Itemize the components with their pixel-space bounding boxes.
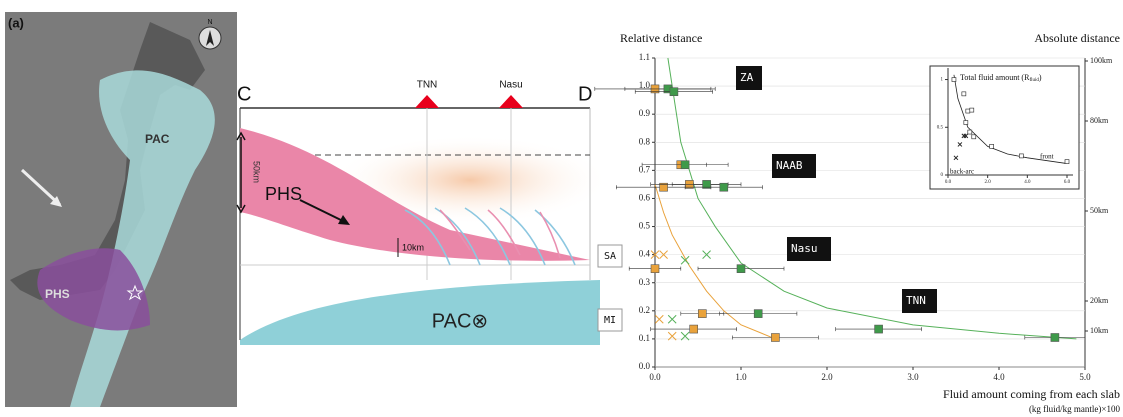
y2-tick-label: 80km	[1090, 116, 1109, 125]
annotation: front	[1040, 153, 1054, 161]
nasu-volcano	[499, 95, 523, 108]
x-tick-label: 5.0	[1079, 372, 1091, 382]
point	[972, 135, 976, 139]
y2-tick-label: 100km	[1090, 56, 1113, 65]
section-end: D	[578, 83, 592, 105]
point	[771, 334, 779, 342]
pac-slab	[240, 280, 600, 345]
figure: (a) N PAC PHS	[0, 0, 1123, 417]
x-tick-label: 2.0	[821, 372, 833, 382]
side-label: SA	[604, 251, 616, 262]
point	[990, 144, 994, 148]
slab-label: PHS	[265, 184, 302, 204]
annotation: NAAB	[776, 159, 803, 172]
section-start: C	[237, 83, 251, 105]
map-panel: (a) N PAC PHS	[5, 12, 237, 407]
y-tick-label: 0.4	[639, 249, 651, 259]
x-axis-unit: (kg fluid/kg mantle)×100	[1029, 404, 1121, 414]
y-tick-label: 0.5	[937, 125, 944, 130]
point	[970, 108, 974, 112]
annotation: TNN	[906, 294, 926, 307]
x-axis-title: Fluid amount coming from each slab	[943, 387, 1120, 401]
x-tick-label: 6.0	[1064, 180, 1071, 185]
point	[754, 310, 762, 318]
y-tick-label: 0.2	[639, 305, 650, 315]
page: { "map": {"label": "(a)", "north": "N", …	[0, 0, 1123, 417]
point	[720, 183, 728, 191]
point	[1051, 334, 1059, 342]
cross-section: C D TNN Nasu 50km PHS 10km PAC⊗	[237, 80, 610, 345]
y-tick-label: 0.0	[639, 361, 651, 371]
annotation: ZA	[740, 71, 754, 84]
depth-label: 50km	[252, 161, 262, 183]
inset-title-sub: fluid	[1029, 78, 1039, 83]
point	[698, 310, 706, 318]
x-tick-label: 3.0	[907, 372, 919, 382]
y-axis-title: Relative distance	[620, 31, 702, 45]
north-label: N	[207, 19, 212, 26]
inset-title-text: Total fluid amount (R	[960, 73, 1030, 82]
station-label: TNN	[417, 80, 438, 91]
point	[651, 265, 659, 273]
y-tick-label: 0.6	[639, 193, 651, 203]
y2-tick-label: 20km	[1090, 296, 1109, 305]
point	[690, 325, 698, 333]
point	[964, 121, 968, 125]
point	[962, 92, 966, 96]
point	[1019, 154, 1023, 158]
point	[670, 88, 678, 96]
point	[1065, 160, 1069, 164]
point	[966, 109, 970, 113]
point	[968, 130, 972, 134]
station-label: Nasu	[499, 80, 522, 91]
inset-title-end: )	[1039, 73, 1042, 82]
pac-label: PAC⊗	[432, 310, 488, 332]
pac-label: PAC	[145, 132, 170, 146]
point	[875, 325, 883, 333]
y-tick-label: 0.7	[639, 164, 651, 174]
y2-tick-label: 10km	[1090, 326, 1109, 335]
y2-axis-title: Absolute distance	[1034, 31, 1120, 45]
x-tick-label: 4.0	[993, 372, 1005, 382]
thickness-label: 10km	[402, 242, 424, 252]
annotation: Nasu	[791, 242, 818, 255]
y-tick-label: 0.3	[639, 277, 651, 287]
annotation: back-arc	[950, 168, 974, 176]
x-tick-label: 0.0	[649, 372, 661, 382]
x-tick-label: 2.0	[985, 180, 992, 185]
panel-label: (a)	[8, 15, 24, 30]
point	[668, 315, 676, 323]
y-tick-label: 1.1	[639, 52, 650, 62]
y2-tick-label: 50km	[1090, 206, 1109, 215]
point	[655, 315, 663, 323]
point	[952, 78, 956, 82]
y-tick-label: 0.1	[639, 333, 650, 343]
y-tick-label: 0.8	[639, 136, 651, 146]
x-tick-label: 0.0	[945, 180, 952, 185]
y-tick-label: 0.9	[639, 108, 651, 118]
y-tick-label: 0.5	[639, 221, 651, 231]
x-tick-label: 4.0	[1024, 180, 1031, 185]
point	[681, 161, 689, 169]
side-label: MI	[604, 315, 616, 326]
tnn-volcano	[415, 95, 439, 108]
phs-label: PHS	[45, 287, 70, 301]
chart-panel: 0.0 0.1 0.2 0.3 0.4 0.5 0.6 0.7 0.8 0.9 1.0 1.1 0.0 1…	[595, 31, 1121, 414]
x-tick-label: 1.0	[735, 372, 747, 382]
point	[737, 265, 745, 273]
